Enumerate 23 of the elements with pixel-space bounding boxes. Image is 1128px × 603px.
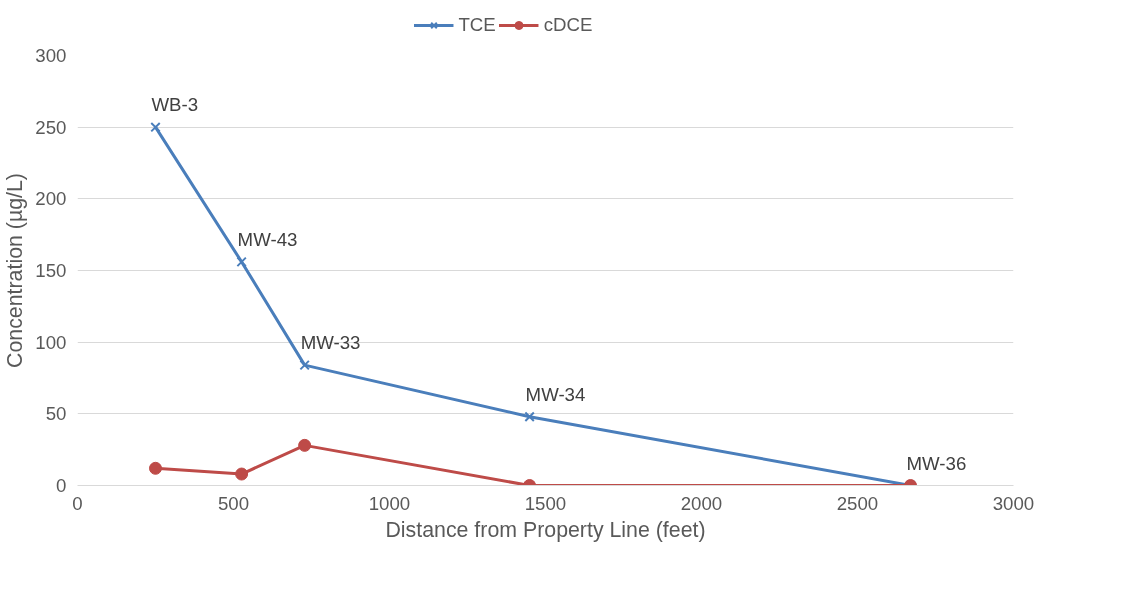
annotation: MW-43 bbox=[237, 228, 298, 250]
y-tick-label: 150 bbox=[35, 260, 67, 281]
y-tick-label: 300 bbox=[35, 45, 67, 66]
annotation: MW-33 bbox=[300, 332, 361, 354]
annotation: WB-3 bbox=[151, 94, 199, 116]
x-axis-title: Distance from Property Line (feet) bbox=[385, 517, 706, 542]
annotation: MW-34 bbox=[525, 383, 586, 405]
x-tick-label: 2500 bbox=[836, 492, 879, 514]
legend-label: cDCE bbox=[543, 14, 593, 36]
x-tick-label: 1500 bbox=[524, 492, 567, 514]
x-tick-label: 1000 bbox=[368, 492, 411, 514]
x-tick-label: 2000 bbox=[680, 492, 723, 514]
y-axis-title: Concentration (µg/L) bbox=[3, 173, 28, 368]
y-tick-label: 100 bbox=[35, 331, 67, 353]
y-tick-label: 200 bbox=[35, 188, 67, 210]
x-tick-label: 0 bbox=[72, 492, 83, 514]
y-tick-label: 0 bbox=[56, 475, 67, 496]
x-tick-label: 500 bbox=[217, 492, 250, 514]
legend-label: TCE bbox=[458, 14, 496, 36]
annotation: MW-36 bbox=[906, 452, 967, 474]
y-tick-label: 50 bbox=[45, 403, 67, 425]
x-tick-label: 3000 bbox=[992, 492, 1035, 514]
y-tick-label: 250 bbox=[35, 116, 67, 138]
